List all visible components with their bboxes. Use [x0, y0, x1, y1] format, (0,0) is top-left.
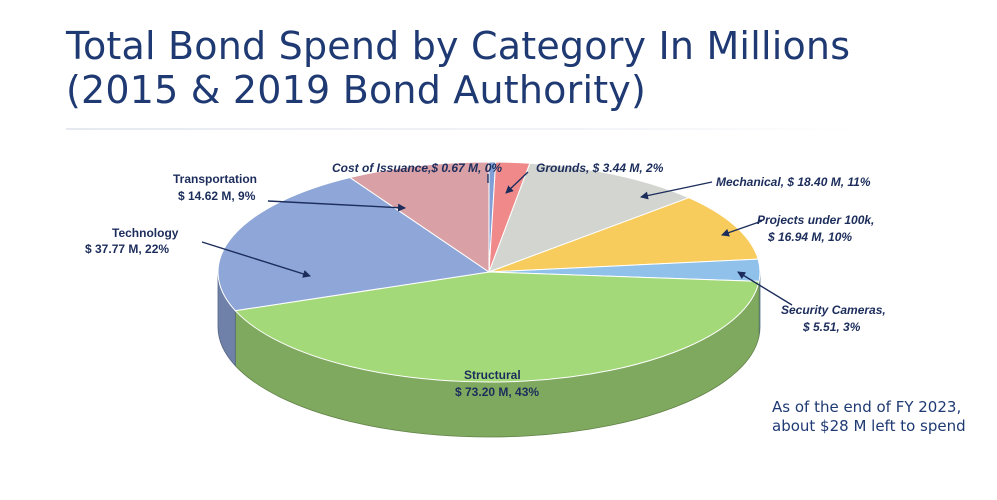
label-grounds: Grounds, $ 3.44 M, 2%: [536, 161, 664, 175]
pie-slice-mechanical: [488, 162, 691, 273]
leader-technology: [201, 241, 311, 278]
label-security-line2: $ 5.51, 3%: [802, 320, 861, 334]
label-cost-of-issuance: Cost of Issuance,$ 0.67 M, 0%: [332, 161, 502, 175]
leader-transportation: [267, 200, 406, 212]
title-line-2: (2015 & 2019 Bond Authority): [66, 68, 647, 112]
pie-slice-transportation: [348, 161, 490, 273]
leader-projects: [721, 220, 763, 237]
slice-labels: Cost of Issuance,$ 0.67 M, 0% Grounds, $…: [85, 161, 886, 399]
leader-lines: [201, 171, 793, 306]
label-transportation-line1: Transportation: [173, 172, 257, 186]
label-projects-line2: $ 16.94 M, 10%: [767, 230, 852, 244]
label-mechanical: Mechanical, $ 18.40 M, 11%: [716, 175, 871, 189]
title-divider: [66, 128, 856, 130]
leader-mechanical: [640, 181, 713, 200]
remaining-note: As of the end of FY 2023, about $28 M le…: [772, 398, 966, 435]
label-structural-line2: $ 73.20 M, 43%: [455, 385, 539, 399]
label-structural-line1: Structural: [464, 368, 521, 382]
label-security-line1: Security Cameras,: [781, 303, 886, 317]
pie-slice-projects-under-100k: [488, 197, 759, 273]
pie-slice-structural: [234, 271, 760, 383]
leader-security: [737, 271, 793, 306]
label-technology-line1: Technology: [112, 226, 179, 240]
title-line-1: Total Bond Spend by Category In Millions: [66, 24, 851, 68]
leader-grounds: [505, 171, 529, 194]
label-transportation-line2: $ 14.62 M, 9%: [178, 189, 256, 203]
pie-slice-technology: [217, 177, 491, 312]
label-projects-line1: Projects under 100k,: [757, 213, 874, 227]
pie-top-group: [217, 161, 761, 383]
label-technology-line2: $ 37.77 M, 22%: [85, 242, 169, 256]
chart-title: Total Bond Spend by Category In Millions…: [66, 24, 966, 112]
